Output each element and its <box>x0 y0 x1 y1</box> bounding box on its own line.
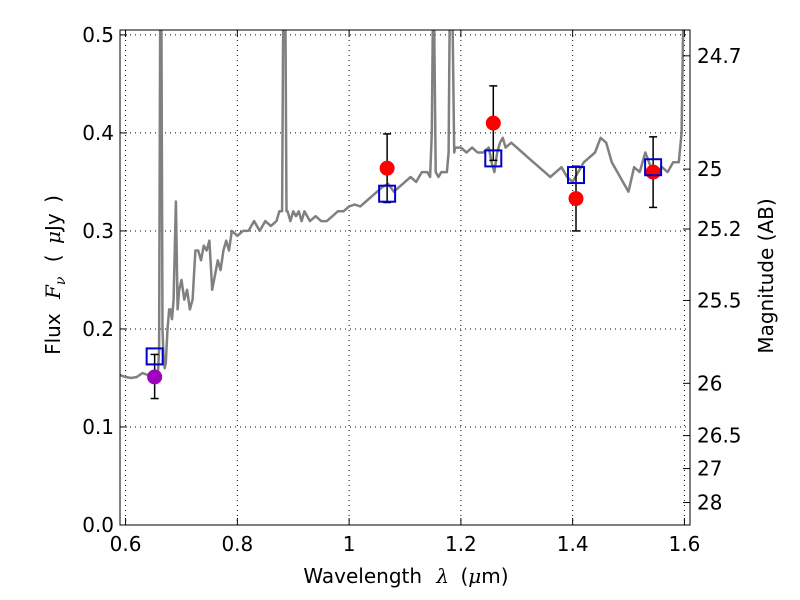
x-tick-label: 0.6 <box>110 532 142 556</box>
y2-axis-title: Magnitude (AB) <box>754 198 778 353</box>
plot-frame <box>119 29 691 526</box>
observed-point <box>147 369 163 385</box>
y-axis-unit-rest: Jy <box>41 213 65 233</box>
y-axis-title: Flux Fν ( μJy ) <box>41 195 70 355</box>
axis-ticks: 0.6 0.8 1 1.2 1.4 1.6 0.0 0.1 0.2 0.3 0.4 0.5 24.7 25… <box>82 23 741 556</box>
y2-tick-label: 24.7 <box>697 44 742 68</box>
x-tick-label: 1.6 <box>669 532 701 556</box>
y2-tick-label: 27 <box>697 457 722 481</box>
x-tick-label: 1.4 <box>557 532 589 556</box>
model-photometry-box <box>567 166 585 185</box>
y-tick-label: 0.3 <box>82 219 114 243</box>
model-photometry-box <box>145 347 164 366</box>
y-tick-label: 0.4 <box>82 121 114 145</box>
observed-point <box>645 164 661 180</box>
y-axis-unit-close: ) <box>41 195 65 203</box>
model-photometry-box <box>484 149 503 168</box>
y-axis-nu: ν <box>53 276 69 285</box>
model-photometry-box <box>378 184 397 203</box>
x-axis-lambda: λ <box>435 564 449 588</box>
y2-tick-label: 28 <box>697 491 722 515</box>
y-axis-unit-open: ( <box>41 254 65 262</box>
x-axis-title-text: Wavelength <box>303 564 422 588</box>
y2-tick-label: 26.5 <box>697 424 742 448</box>
observed-point <box>485 115 501 131</box>
model-photometry-box <box>644 158 663 177</box>
y-axis-title-text: Flux <box>41 313 65 355</box>
x-tick-label: 1 <box>343 532 356 556</box>
x-tick-label: 1.2 <box>445 532 477 556</box>
y2-tick-label: 25 <box>697 157 722 181</box>
observed-point <box>379 160 395 176</box>
model-spectrum-line <box>120 30 685 381</box>
y-tick-label: 0.1 <box>82 415 114 439</box>
x-tick-label: 0.8 <box>221 532 253 556</box>
grid-lines <box>120 30 690 526</box>
y-axis-f: F <box>41 284 65 300</box>
y-tick-label: 0.5 <box>82 23 114 47</box>
y2-tick-label: 25.2 <box>697 217 742 241</box>
y-axis-unit-mu: μ <box>41 231 65 244</box>
y-tick-label: 0.2 <box>82 317 114 341</box>
photometry-layer <box>145 85 663 400</box>
model-spectrum-layer <box>120 30 685 381</box>
y2-tick-label: 25.5 <box>697 288 742 312</box>
y-tick-label: 0.0 <box>82 513 114 537</box>
x-axis-unit-open: ( <box>460 564 468 588</box>
x-axis-title: Wavelength λ (μm) <box>303 564 508 588</box>
x-axis-unit-rest: m) <box>481 564 508 588</box>
observed-point <box>568 191 584 207</box>
x-axis-unit-mu: μ <box>468 564 481 588</box>
y2-tick-label: 26 <box>697 371 722 395</box>
